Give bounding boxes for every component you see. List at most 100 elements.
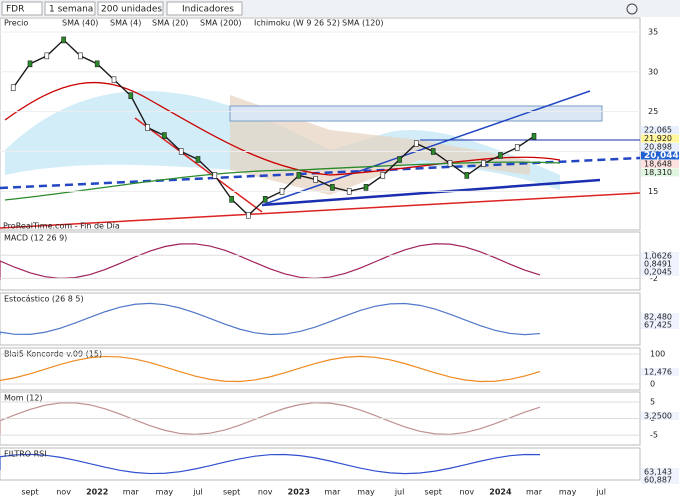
trend-red	[0, 192, 641, 229]
x-tick-label: sept	[425, 488, 442, 497]
candle	[531, 133, 537, 140]
value-tag	[641, 368, 679, 376]
value-label: 63,143	[644, 468, 672, 477]
x-tick-label: mar	[526, 488, 543, 497]
value-tag	[641, 268, 679, 276]
units-box[interactable]	[97, 1, 164, 16]
indicator-line	[0, 402, 541, 435]
y-tick-label: 100	[650, 350, 665, 359]
y-tick-label: 0	[650, 380, 655, 389]
candle	[464, 172, 470, 179]
sma-200	[4, 161, 561, 201]
period[interactable]: 1 semana	[49, 5, 93, 15]
trend-down	[134, 117, 263, 213]
candle	[162, 132, 167, 139]
candle	[212, 172, 218, 179]
value-label: 12,476	[644, 368, 672, 377]
value-tag	[641, 260, 679, 268]
x-tick-label: sept	[21, 488, 38, 497]
price-tag	[641, 143, 679, 151]
x-tick-label: jul	[192, 488, 203, 497]
indicator-line	[0, 355, 541, 383]
value-tag	[641, 252, 679, 260]
candle	[498, 152, 503, 159]
candle	[514, 144, 520, 151]
value-label: 0,2045	[644, 268, 672, 277]
candle	[380, 172, 386, 179]
panel-title: Estocástico (26 8 5)	[4, 295, 84, 304]
symbol-box[interactable]	[1, 1, 43, 16]
price-tag	[641, 134, 679, 143]
candle	[27, 60, 33, 68]
candle	[111, 76, 117, 84]
zone	[229, 105, 603, 122]
symbol[interactable]: FDR	[6, 5, 24, 15]
candle	[414, 140, 419, 147]
legend-6: SMA (120)	[342, 19, 384, 28]
value-label: 3,2500	[644, 412, 672, 421]
x-tick-label: nov	[459, 488, 474, 497]
legend-5: Ichimoku (W 9 26 52)	[254, 19, 340, 28]
legend-3: SMA (20)	[152, 19, 188, 28]
candle	[195, 156, 201, 163]
x-tick-label: 2022	[86, 488, 108, 497]
candle	[481, 160, 486, 167]
panel	[0, 347, 641, 391]
panel	[0, 447, 641, 481]
x-tick-label: may	[156, 488, 174, 497]
sma	[4, 81, 561, 176]
price-tag	[641, 126, 679, 134]
price-label: 21,920	[644, 134, 672, 143]
candle	[94, 60, 100, 68]
x-tick-label: may	[559, 488, 577, 497]
candle	[262, 196, 268, 203]
legend-0: Precio	[4, 19, 28, 28]
units[interactable]: 200 unidades	[101, 5, 162, 15]
trend-support	[261, 178, 601, 207]
value-tag	[641, 468, 679, 476]
indicators[interactable]: Indicadores	[182, 5, 234, 15]
x-tick-label: jul	[394, 488, 405, 497]
candle	[430, 148, 436, 155]
candle	[10, 84, 16, 92]
y-tick-label: 5	[650, 397, 655, 406]
candle	[128, 92, 134, 100]
price-label: 18,310	[644, 168, 672, 177]
candle	[313, 176, 318, 183]
candle	[229, 196, 234, 203]
candle	[44, 52, 50, 60]
panel	[0, 231, 641, 291]
candle	[397, 156, 402, 163]
candle	[363, 184, 369, 191]
value-tag	[641, 412, 679, 420]
candle	[61, 36, 66, 44]
trend-dashed	[0, 156, 641, 190]
y-tick-label: 15	[648, 187, 658, 196]
x-tick-label: mar	[123, 488, 140, 497]
value-tag	[641, 313, 679, 321]
value-label: 0,8491	[644, 260, 672, 269]
candle	[296, 172, 302, 179]
value-label: 67,425	[644, 321, 672, 330]
indicator-line	[0, 453, 541, 475]
indicator-line	[0, 302, 541, 336]
value-label: 60,887	[644, 476, 672, 485]
value-tag	[641, 476, 679, 484]
price-label: 20,898	[644, 143, 672, 152]
indicators-box[interactable]	[166, 1, 243, 16]
x-tick-label: mar	[324, 488, 341, 497]
x-tick-label: 2023	[288, 488, 310, 497]
source: ProRealTime.com - Fin de Día	[3, 222, 120, 231]
candle	[145, 124, 150, 131]
y-tick-label: 20	[648, 147, 658, 156]
candle	[178, 148, 184, 155]
legend-2: SMA (4)	[110, 19, 141, 28]
x-tick-label: nov	[56, 488, 71, 497]
candle	[447, 160, 453, 167]
value-label: 1,0626	[644, 252, 672, 261]
price-tag	[641, 151, 679, 160]
period-box[interactable]	[44, 1, 96, 16]
x-tick-label: nov	[258, 488, 273, 497]
settings-icon[interactable]	[626, 3, 638, 15]
